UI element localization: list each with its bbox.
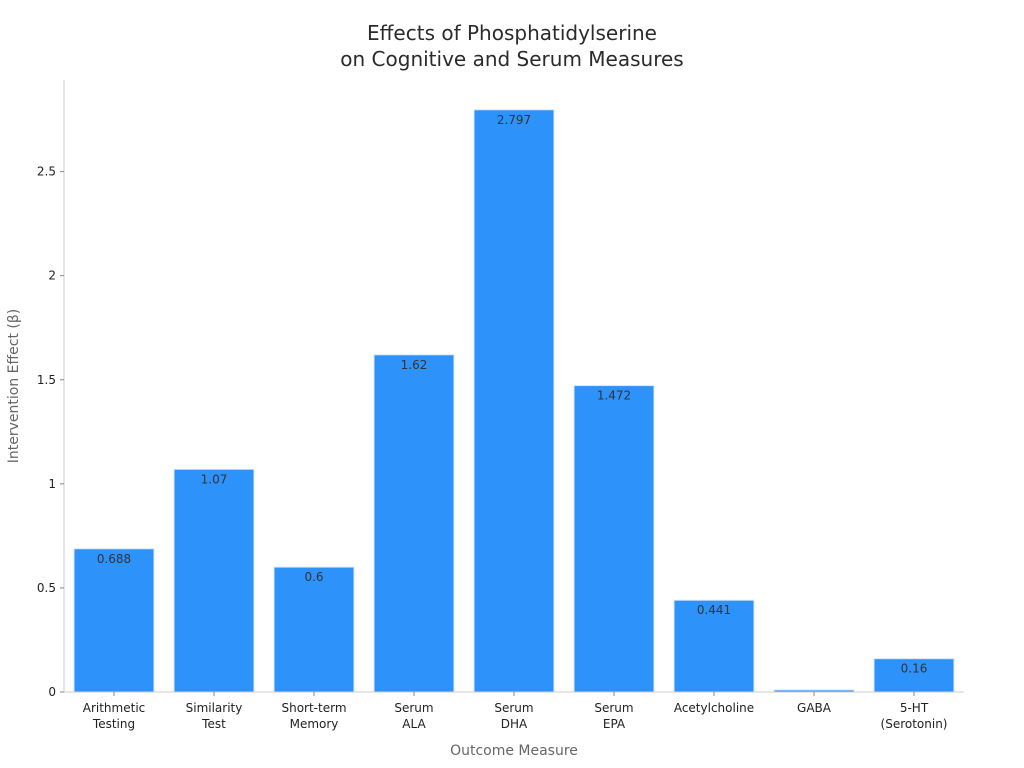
x-tick-label: Arithmetic Testing [83, 701, 146, 731]
y-tick-label: 0.5 [37, 581, 56, 595]
data-labels-group: 0.688 1.07 0.6 1.62 2.797 1.472 0.441 0.16 [97, 113, 928, 676]
x-tick-label: Acetylcholine [674, 701, 754, 715]
x-axis-title: Outcome Measure [450, 743, 578, 759]
data-label: 1.62 [401, 358, 428, 372]
bars-group [73, 109, 955, 693]
y-axis: 0 0.5 1 1.5 2 2.5 [37, 80, 65, 699]
bar [573, 385, 655, 693]
data-label: 0.16 [901, 662, 928, 676]
y-tick-label: 1 [48, 477, 56, 491]
y-tick-label: 2.5 [37, 165, 56, 179]
bar [373, 354, 455, 693]
data-label: 1.07 [201, 472, 228, 486]
data-label: 1.472 [597, 389, 631, 403]
chart-title-line-2: on Cognitive and Serum Measures [340, 47, 684, 71]
y-axis-title: Intervention Effect (β) [6, 309, 22, 464]
chart-title: Effects of Phosphatidylserine on Cogniti… [0, 20, 1024, 72]
y-tick-label: 2 [48, 269, 56, 283]
x-axis: Arithmetic Testing Similarity Test Short-ter… [64, 691, 964, 731]
x-tick-label: Serum DHA [494, 701, 533, 731]
x-tick-label: Short-term Memory [281, 701, 346, 731]
y-tick-label: 1.5 [37, 373, 56, 387]
x-tick-label: 5-HT (Serotonin) [881, 701, 948, 731]
x-tick-label: Serum ALA [394, 701, 433, 731]
bar [73, 548, 155, 693]
data-label: 0.688 [97, 552, 131, 566]
x-tick-label: Similarity Test [186, 701, 243, 731]
y-tick-label: 0 [48, 685, 56, 699]
chart-title-line-1: Effects of Phosphatidylserine [367, 21, 657, 45]
bar [173, 468, 255, 693]
data-label: 2.797 [497, 113, 531, 127]
x-tick-label: Serum EPA [594, 701, 633, 731]
data-label: 0.441 [697, 603, 731, 617]
bar [873, 658, 955, 693]
bar [273, 566, 355, 693]
bar [473, 109, 555, 693]
data-label: 0.6 [304, 570, 323, 584]
x-tick-label: GABA [797, 701, 832, 715]
